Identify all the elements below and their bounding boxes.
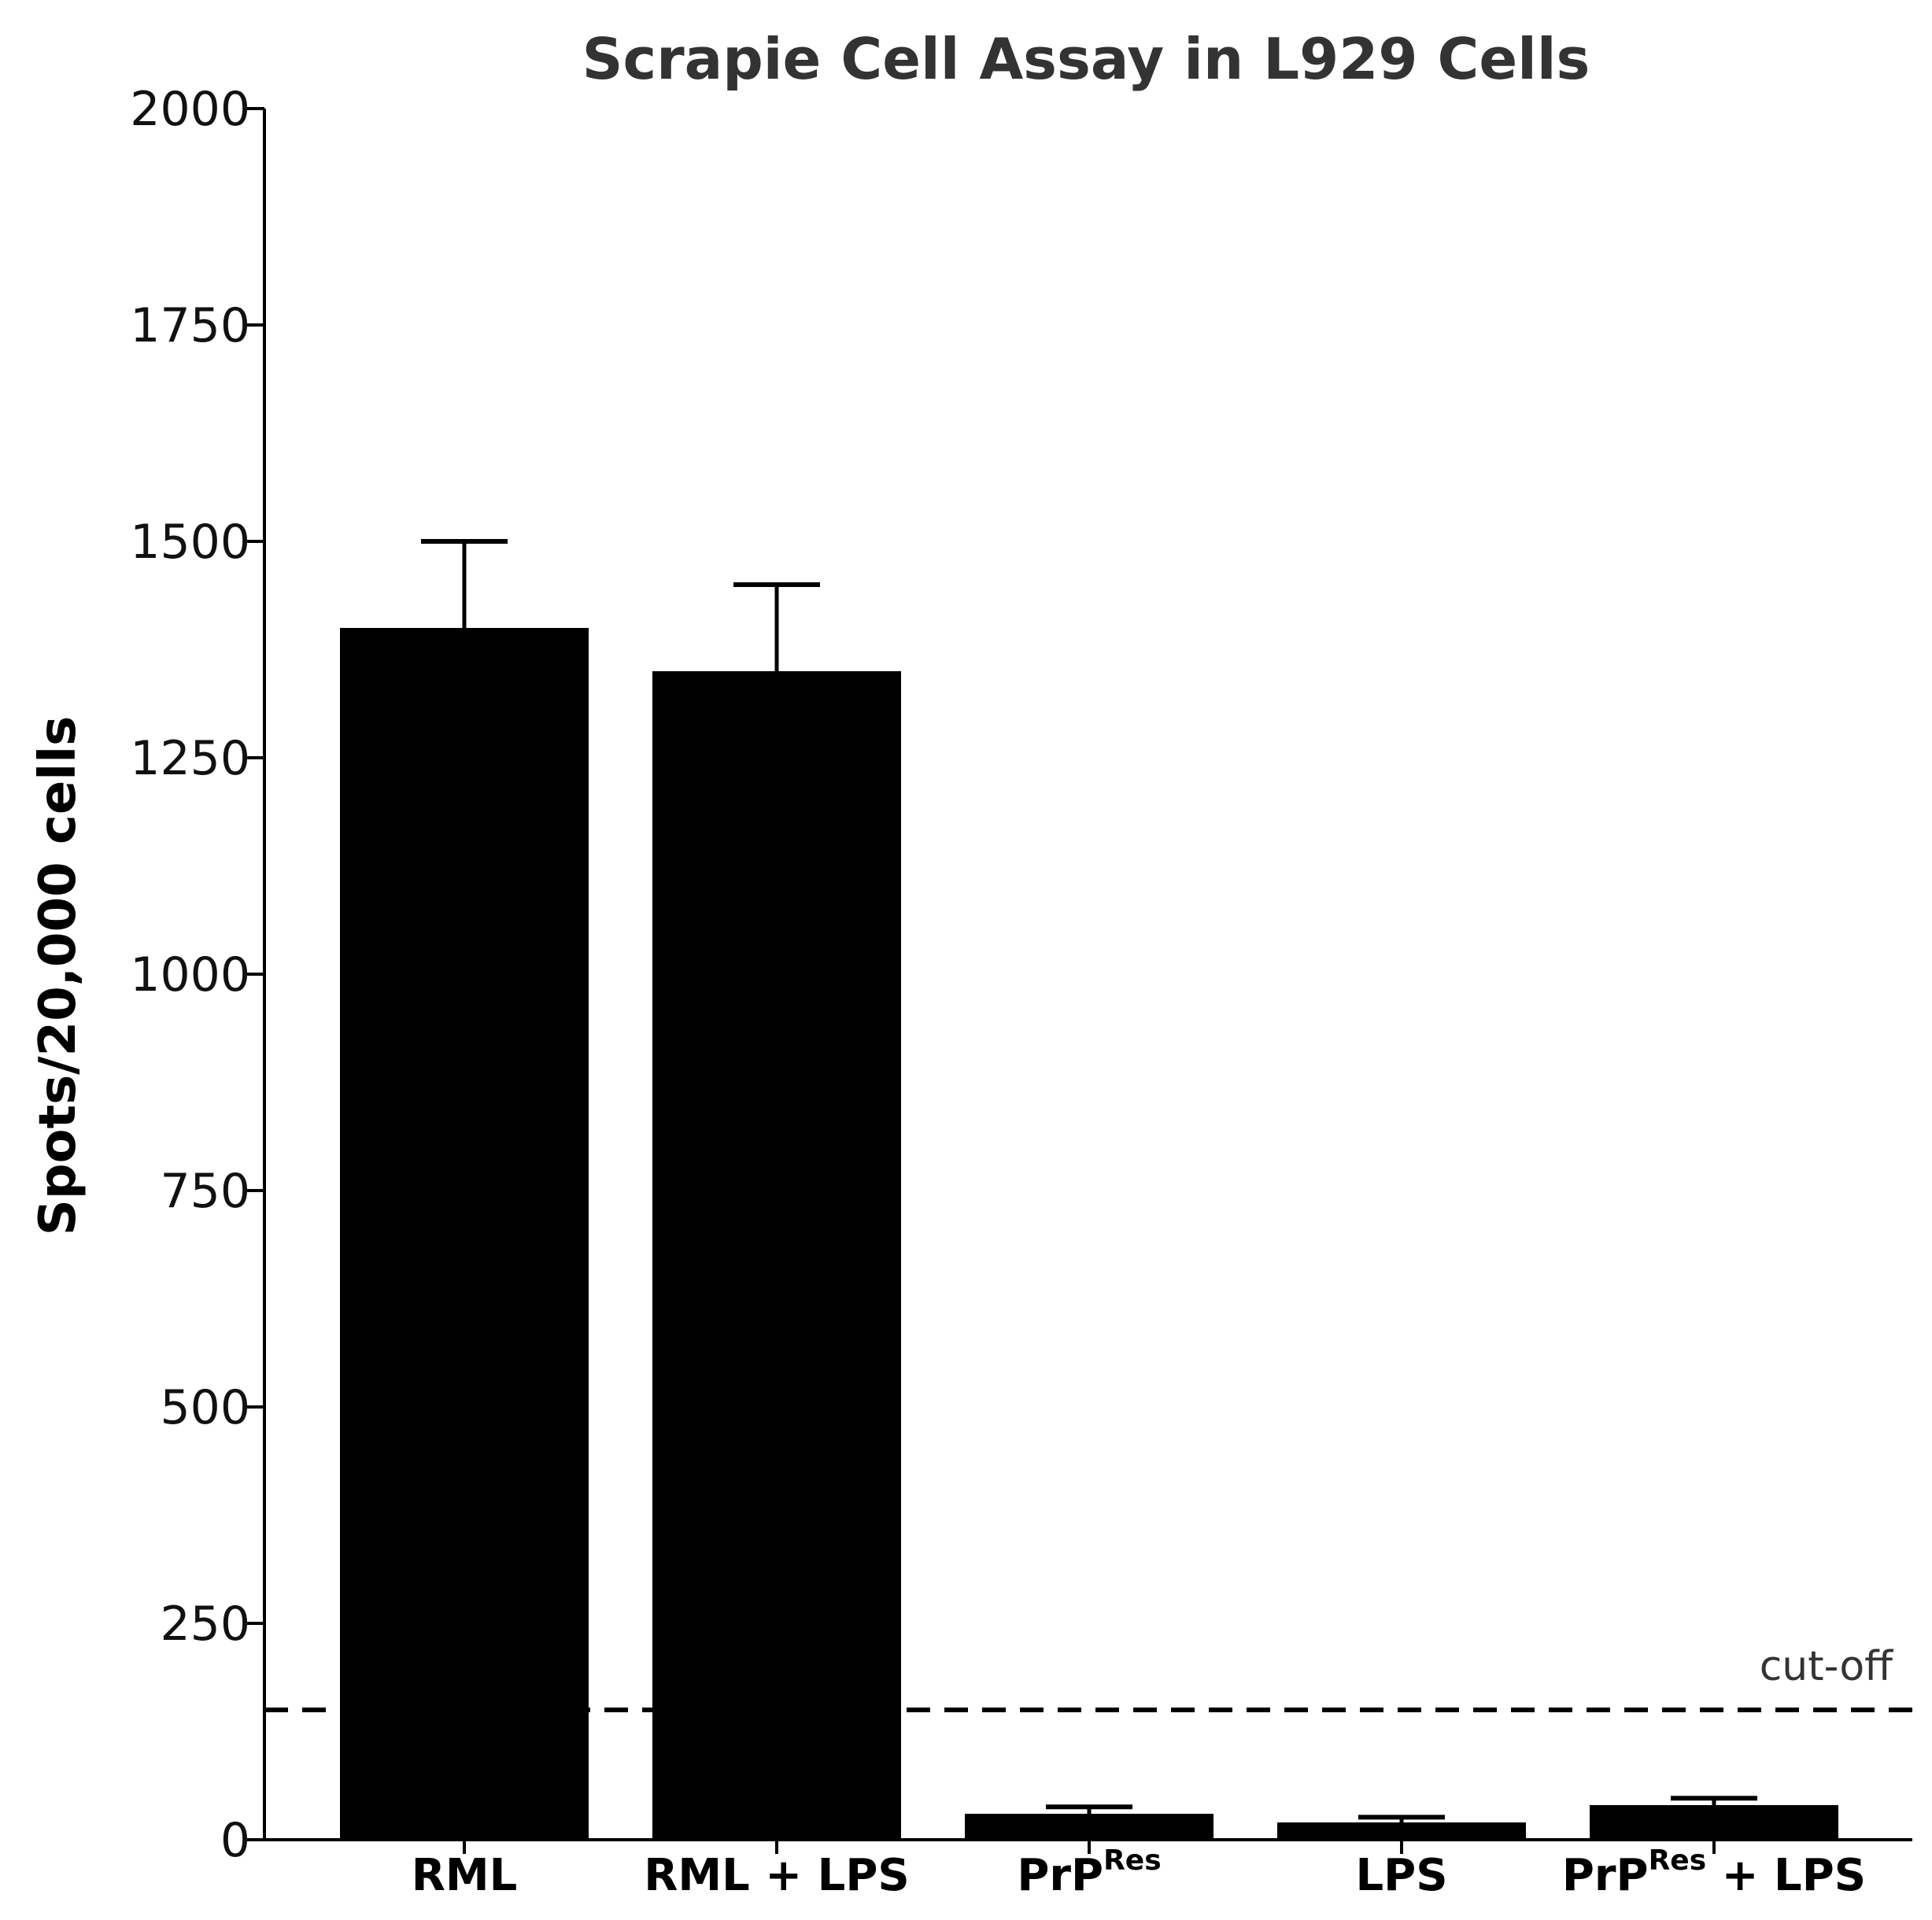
- y-tick-label: 250: [160, 1597, 250, 1652]
- x-tick-label: RML + LPS: [644, 1850, 910, 1901]
- y-tick-label: 2000: [130, 82, 250, 137]
- bar: [340, 628, 589, 1840]
- x-tick-label: PrPRes + LPS: [1562, 1844, 1866, 1901]
- bar: [1590, 1805, 1838, 1840]
- y-axis-ticks: 0 250 500 750 1000 1250 1500 1750 2000: [130, 82, 264, 1868]
- cutoff-line-group: cut-off: [264, 1643, 1912, 1712]
- bar: [652, 671, 901, 1840]
- y-tick-label: 0: [220, 1813, 250, 1868]
- chart-title: Scrapie Cell Assay in L929 Cells: [582, 26, 1590, 92]
- y-axis-label: Spots/20,000 cells: [29, 716, 87, 1236]
- x-tick-label: RML: [412, 1850, 518, 1901]
- x-axis-labels: RML RML + LPS PrPRes LPS PrPRes + LPS: [412, 1840, 1866, 1901]
- cutoff-label: cut-off: [1760, 1643, 1893, 1690]
- y-tick-label: 1500: [130, 515, 250, 570]
- y-tick-label: 750: [160, 1164, 250, 1219]
- y-tick-label: 1250: [130, 731, 250, 786]
- y-tick-label: 1000: [130, 947, 250, 1002]
- y-tick-label: 500: [160, 1380, 250, 1435]
- x-tick-label: LPS: [1355, 1850, 1447, 1901]
- bar: [1277, 1822, 1526, 1840]
- bar: [965, 1814, 1214, 1840]
- y-tick-label: 1750: [130, 298, 250, 353]
- x-tick-label: PrPRes: [1017, 1844, 1161, 1901]
- bars: [340, 539, 1838, 1840]
